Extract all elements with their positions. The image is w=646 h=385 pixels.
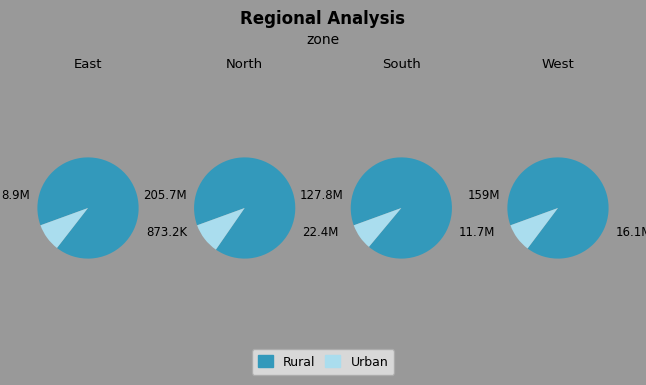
- Text: North: North: [226, 58, 263, 70]
- Text: 205.7M: 205.7M: [143, 189, 187, 203]
- Text: 16.1M: 16.1M: [616, 226, 646, 239]
- Text: 873.2K: 873.2K: [146, 226, 187, 239]
- Text: 11.7M: 11.7M: [459, 226, 495, 239]
- Text: East: East: [74, 58, 102, 70]
- Text: 22.4M: 22.4M: [302, 226, 339, 239]
- Text: 127.8M: 127.8M: [300, 189, 344, 203]
- Text: South: South: [382, 58, 421, 70]
- Text: 8.9M: 8.9M: [1, 189, 30, 203]
- Wedge shape: [37, 157, 139, 259]
- Legend: Rural, Urban: Rural, Urban: [252, 349, 394, 375]
- Wedge shape: [507, 157, 609, 259]
- Wedge shape: [194, 157, 295, 259]
- Wedge shape: [351, 157, 452, 259]
- Text: 159M: 159M: [468, 189, 500, 203]
- Wedge shape: [197, 208, 245, 249]
- Text: Regional Analysis: Regional Analysis: [240, 10, 406, 28]
- Wedge shape: [41, 208, 88, 248]
- Text: zone: zone: [306, 33, 340, 47]
- Wedge shape: [510, 208, 558, 248]
- Wedge shape: [354, 208, 401, 247]
- Text: West: West: [541, 58, 574, 70]
